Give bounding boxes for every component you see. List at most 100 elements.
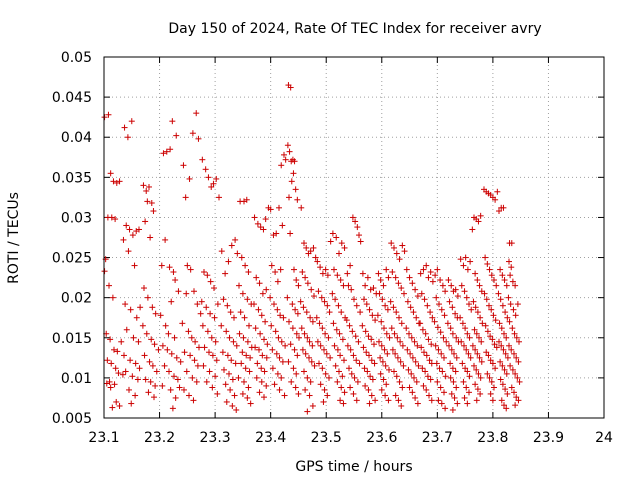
data-point <box>284 142 291 149</box>
data-point <box>512 282 519 289</box>
data-point <box>241 314 248 321</box>
data-point <box>438 306 445 313</box>
data-point <box>262 216 269 223</box>
data-point <box>121 124 128 131</box>
data-point <box>191 288 197 295</box>
data-point <box>330 320 337 327</box>
data-point <box>137 304 144 311</box>
data-point <box>195 135 202 142</box>
data-point <box>274 370 281 377</box>
data-point <box>233 342 240 349</box>
data-point <box>237 309 244 316</box>
data-point <box>106 282 112 289</box>
data-point <box>147 378 154 385</box>
data-point <box>171 373 177 380</box>
data-point <box>461 394 468 401</box>
data-point <box>398 402 405 409</box>
data-point <box>463 294 470 301</box>
data-point <box>395 280 402 287</box>
data-point <box>251 214 258 221</box>
data-point <box>162 322 169 329</box>
x-tick-label: 23.3 <box>200 430 231 446</box>
data-point <box>426 392 432 399</box>
data-point <box>274 306 281 313</box>
data-point <box>122 368 129 375</box>
data-point <box>451 394 458 401</box>
data-point <box>145 389 152 396</box>
data-point <box>381 346 388 353</box>
data-point <box>420 266 427 273</box>
data-point <box>289 301 296 308</box>
data-point <box>111 346 117 353</box>
data-point <box>385 397 392 404</box>
data-point <box>412 394 419 401</box>
data-point <box>377 277 384 284</box>
data-point <box>383 381 390 388</box>
data-point <box>264 341 271 348</box>
data-point <box>329 230 336 237</box>
data-point <box>216 194 222 201</box>
data-point <box>201 344 208 351</box>
data-point <box>281 151 287 158</box>
data-point <box>487 390 494 397</box>
data-point <box>200 362 207 369</box>
data-point <box>496 208 502 215</box>
data-point <box>359 270 366 277</box>
data-point <box>427 376 434 383</box>
data-point <box>370 285 377 292</box>
data-point <box>236 282 242 289</box>
data-point <box>467 258 474 265</box>
data-point <box>329 290 336 297</box>
data-point <box>407 304 414 311</box>
data-point <box>501 330 507 337</box>
data-point <box>513 334 520 341</box>
data-point <box>120 236 127 243</box>
data-point <box>337 277 344 284</box>
data-point <box>149 362 156 369</box>
data-point <box>476 354 483 361</box>
data-point <box>230 338 237 345</box>
data-point <box>132 392 139 399</box>
data-point <box>424 373 431 380</box>
y-tick-label: 0.035 <box>52 170 92 186</box>
x-tick-label: 24 <box>595 430 613 446</box>
y-tick-label: 0.045 <box>52 90 92 106</box>
data-point <box>511 350 517 357</box>
data-point <box>307 378 314 385</box>
data-point <box>427 309 434 316</box>
data-point <box>107 170 114 177</box>
data-point <box>258 378 265 385</box>
data-point <box>346 365 352 372</box>
data-point <box>236 330 243 337</box>
data-point <box>318 294 325 301</box>
x-tick-label: 23.2 <box>144 430 175 446</box>
data-point <box>453 384 460 391</box>
data-point <box>501 277 508 284</box>
data-point <box>255 306 262 313</box>
data-point <box>409 280 416 287</box>
data-point <box>118 338 125 345</box>
data-point <box>408 334 415 341</box>
data-point <box>274 278 281 285</box>
data-point <box>397 358 404 365</box>
data-point <box>324 302 331 309</box>
data-point <box>143 187 150 194</box>
data-point <box>409 354 416 361</box>
data-point <box>278 374 285 381</box>
data-point <box>437 277 444 284</box>
chart-title: Day 150 of 2024, Rate Of TEC Index for r… <box>168 21 541 37</box>
data-point <box>484 370 491 377</box>
data-point <box>414 400 421 407</box>
data-point <box>115 370 122 377</box>
data-point <box>460 262 467 269</box>
data-point <box>447 360 454 367</box>
data-point <box>125 248 132 255</box>
data-point <box>303 244 310 251</box>
data-point <box>220 296 227 303</box>
y-axis-label: ROTI / TECUs <box>6 192 22 284</box>
data-point <box>187 352 194 359</box>
data-point <box>293 370 300 377</box>
data-point <box>411 374 417 381</box>
data-point <box>409 389 416 396</box>
